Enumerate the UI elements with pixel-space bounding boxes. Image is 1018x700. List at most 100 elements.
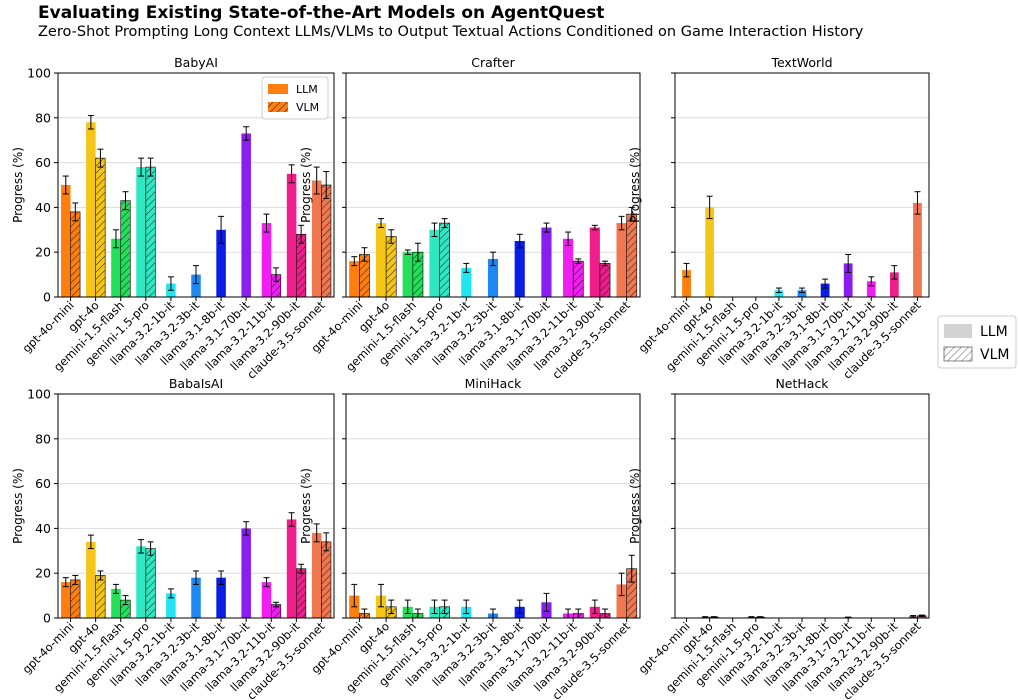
panel-title: TextWorld <box>770 55 832 70</box>
bar-llm-gemini-1-5-pro <box>429 229 440 297</box>
figure-legend: LLM VLM <box>937 315 1017 369</box>
bar-llm-gpt-4o-mini <box>61 582 71 618</box>
bar-llm-llama-3-2-1b-it <box>166 593 176 618</box>
panel-title: BabaIsAI <box>169 376 223 391</box>
panel-title: NetHack <box>775 376 829 391</box>
bar-llm-gpt-4o <box>375 223 387 297</box>
bar-llm-llama-3-2-3b-it <box>797 290 807 297</box>
bar-llm-llama-3-1-8b-it <box>216 577 226 618</box>
bar-llm-gemini-1-5-flash <box>111 588 121 618</box>
y-tick-label: 80 <box>35 110 51 125</box>
bar-llm-gemini-1-5-flash <box>111 238 121 297</box>
axes-frame <box>57 393 335 619</box>
bar-llm-llama-3-2-1b-it <box>461 267 472 297</box>
legend-swatch-vlm-hatch <box>268 102 288 112</box>
bar-llm-llama-3-2-3b-it <box>191 577 201 618</box>
bar-llm-llama-3-2-11b-it <box>866 281 876 297</box>
bar-llm-llama-3-1-70b-it <box>843 263 853 297</box>
bar-llm-llama-3-2-11b-it <box>261 582 272 618</box>
figure-legend-label-llm: LLM <box>980 324 1008 340</box>
y-tick-label: 40 <box>35 521 51 536</box>
y-tick-label: 100 <box>27 387 51 402</box>
figure-legend-label-vlm: VLM <box>980 347 1009 363</box>
legend-label-llm: LLM <box>296 83 318 96</box>
bar-hatch-claude-3-5-sonnet <box>321 184 332 298</box>
bar-hatch-gemini-1-5-pro <box>145 548 156 619</box>
bar-llm-llama-3-1-70b-it <box>541 227 552 297</box>
panel-title: MiniHack <box>465 376 523 391</box>
y-tick-label: 0 <box>43 611 51 626</box>
axes-frame <box>345 72 641 298</box>
y-tick-label: 40 <box>35 200 51 215</box>
y-tick-label: 20 <box>35 245 51 260</box>
y-tick-label: 80 <box>35 431 51 446</box>
bar-llm-gpt-4o <box>86 122 96 297</box>
bar-llm-claude-3-5-sonnet <box>616 584 627 618</box>
bar-llm-llama-3-2-1b-it <box>774 290 784 297</box>
bar-hatch-gpt-4o <box>95 157 106 298</box>
figure-legend-swatch-vlm-hatch <box>944 347 972 361</box>
bar-llm-gpt-4o-mini <box>682 270 691 297</box>
y-tick-label: 100 <box>27 66 51 81</box>
bar-hatch-gemini-1-5-pro <box>439 222 451 298</box>
bar-hatch-llama-3-2-90b-it <box>296 568 307 619</box>
bar-hatch-gpt-4o-mini <box>70 211 81 298</box>
bar-llm-gemini-1-5-pro <box>136 167 146 297</box>
bar-llm-llama-3-2-11b-it <box>261 223 272 297</box>
y-axis-label: Progress (%) <box>628 468 642 544</box>
axes-frame <box>345 393 641 619</box>
bar-hatch-llama-3-2-11b-it <box>572 260 584 298</box>
bar-llm-gpt-4o <box>86 541 96 618</box>
bar-llm-claude-3-5-sonnet <box>913 202 922 297</box>
figure-subtitle: Zero-Shot Prompting Long Context LLMs/VL… <box>38 24 864 40</box>
bar-hatch-claude-3-5-sonnet <box>321 541 332 619</box>
bar-llm-gemini-1-5-flash <box>402 252 413 297</box>
bar-llm-llama-3-1-8b-it <box>820 283 830 297</box>
y-tick-label: 0 <box>43 290 51 305</box>
legend-swatch-llm <box>268 84 288 94</box>
y-tick-label: 60 <box>35 476 51 491</box>
y-axis-label: Progress (%) <box>299 147 313 223</box>
bar-hatch-gemini-1-5-pro <box>145 166 156 298</box>
panel-title: Crafter <box>471 55 515 70</box>
bar-hatch-llama-3-2-90b-it <box>599 263 611 298</box>
bar-llm-claude-3-5-sonnet <box>311 180 322 297</box>
y-axis-label: Progress (%) <box>11 147 25 223</box>
axes-frame <box>57 72 335 298</box>
bar-llm-llama-3-2-90b-it <box>589 227 600 297</box>
bar-llm-llama-3-1-8b-it <box>216 229 226 297</box>
bar-hatch-gpt-4o <box>385 236 397 298</box>
y-tick-label: 60 <box>35 155 51 170</box>
bar-llm-llama-3-1-70b-it <box>241 133 251 297</box>
legend-label-vlm: VLM <box>296 101 319 114</box>
bar-hatch-gpt-4o-mini <box>70 579 81 619</box>
axes-frame <box>674 393 930 619</box>
bar-llm-claude-3-5-sonnet <box>311 532 322 618</box>
bar-llm-llama-3-1-70b-it <box>241 528 251 618</box>
bar-llm-llama-3-2-3b-it <box>487 258 499 297</box>
bar-llm-gpt-4o-mini <box>61 185 71 297</box>
bar-hatch-gpt-4o <box>95 575 106 619</box>
bar-hatch-claude-3-5-sonnet <box>626 213 638 298</box>
y-axis-label: Progress (%) <box>299 468 313 544</box>
figure-title: Evaluating Existing State-of-the-Art Mod… <box>38 3 605 23</box>
bar-llm-llama-3-2-3b-it <box>191 274 201 297</box>
bar-llm-gemini-1-5-pro <box>136 546 146 618</box>
bar-llm-gpt-4o-mini <box>349 261 360 297</box>
bar-llm-llama-3-2-90b-it <box>286 173 297 297</box>
bar-llm-claude-3-5-sonnet <box>616 223 627 297</box>
axes-frame <box>674 72 930 298</box>
bar-llm-llama-3-2-11b-it <box>563 238 574 297</box>
bar-llm-llama-3-1-8b-it <box>514 241 525 297</box>
y-axis-label: Progress (%) <box>11 468 25 544</box>
bar-hatch-gemini-1-5-flash <box>120 200 131 298</box>
y-tick-label: 20 <box>35 566 51 581</box>
bar-llm-llama-3-2-90b-it <box>889 272 899 297</box>
